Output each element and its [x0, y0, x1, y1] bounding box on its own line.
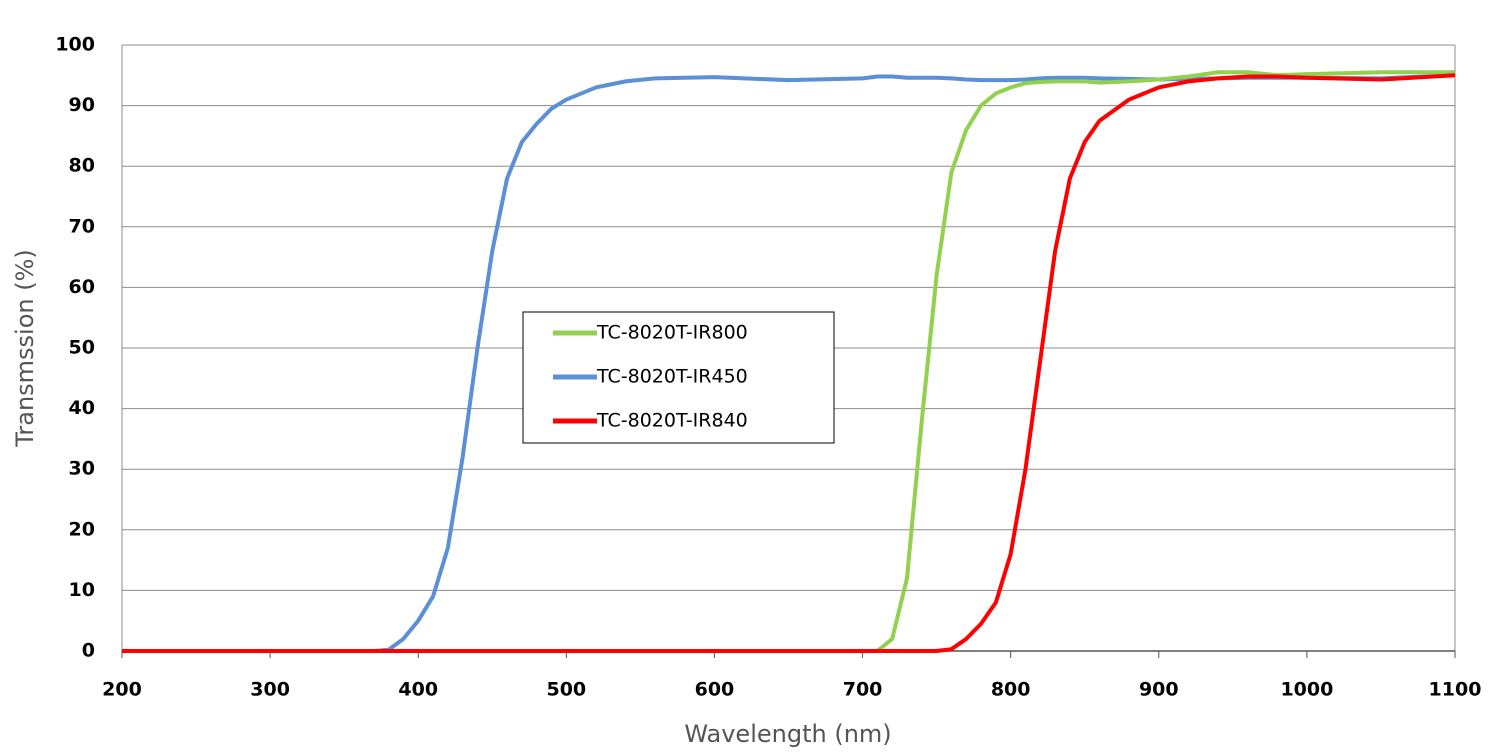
legend-label: TC-8020T-IR800	[596, 322, 748, 344]
series-line	[122, 73, 1456, 653]
y-tick-label: 80	[69, 155, 95, 177]
y-tick-label: 40	[69, 397, 95, 419]
x-tick-label: 400	[398, 679, 438, 701]
y-tick-label: 10	[69, 579, 95, 601]
y-axis-title: Transmssion (%)	[11, 249, 39, 448]
x-tick-label: 300	[250, 679, 290, 701]
y-tick-label: 0	[82, 640, 95, 662]
x-tick-label: 1000	[1280, 679, 1333, 701]
y-tick-label: 50	[69, 337, 95, 359]
x-tick-label: 1100	[1429, 679, 1482, 701]
x-tick-label: 200	[102, 679, 142, 701]
x-tick-label: 800	[991, 679, 1031, 701]
y-tick-label: 20	[69, 518, 95, 540]
y-tick-label: 90	[69, 94, 95, 116]
y-tick-label: 70	[69, 215, 95, 237]
y-tick-label: 30	[69, 458, 95, 480]
x-tick-label: 700	[843, 679, 883, 701]
y-tick-label: 100	[55, 34, 95, 56]
x-axis-title: Wavelength (nm)	[684, 720, 891, 748]
legend-label: TC-8020T-IR450	[596, 366, 748, 388]
x-tick-label: 900	[1139, 679, 1179, 701]
legend-label: TC-8020T-IR840	[596, 410, 748, 432]
x-tick-label: 600	[695, 679, 735, 701]
x-tick-label: 500	[546, 679, 586, 701]
series-line	[122, 73, 1456, 653]
y-tick-label: 60	[69, 276, 95, 298]
